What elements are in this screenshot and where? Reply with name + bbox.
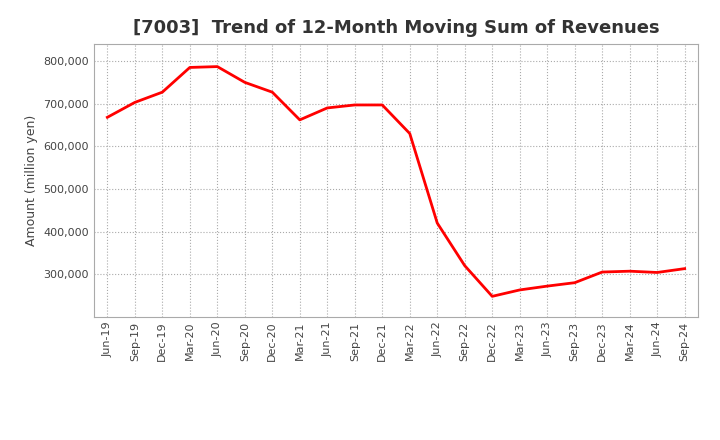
Y-axis label: Amount (million yen): Amount (million yen) [24, 115, 37, 246]
Title: [7003]  Trend of 12-Month Moving Sum of Revenues: [7003] Trend of 12-Month Moving Sum of R… [132, 19, 660, 37]
